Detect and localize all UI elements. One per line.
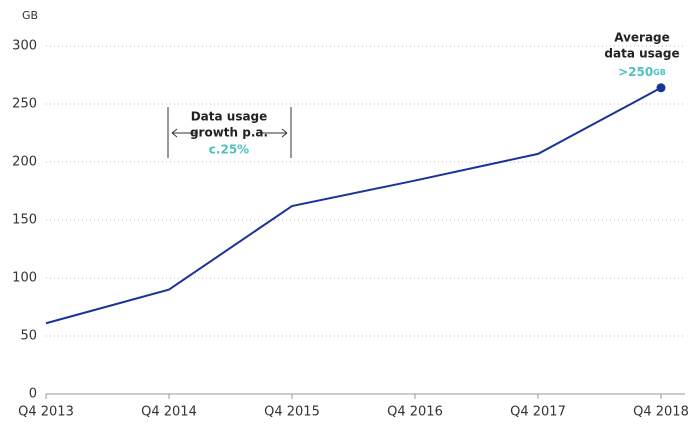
y-tick-label: 100 [12, 271, 37, 286]
unit: GB [653, 68, 666, 77]
annotation-text: data usage [604, 47, 679, 61]
y-tick-label: 200 [12, 155, 37, 170]
y-tick-label: 250 [12, 97, 37, 112]
x-tick-label: Q4 2014 [141, 405, 197, 420]
data-line [45, 86, 662, 325]
x-tick-label: Q4 2017 [510, 405, 566, 420]
y-tick-label: 0 [29, 387, 37, 402]
growth-annotation: Data usage growth p.a. c.25% [167, 107, 292, 158]
value: >250 [618, 65, 653, 79]
x-tick-label: Q4 2013 [18, 405, 74, 420]
annotation-value: >250GB [618, 65, 666, 79]
arrows [171, 128, 288, 138]
x-tick-label: Q4 2018 [633, 405, 689, 420]
annotation-text: Data usage [191, 110, 268, 124]
x-tick-label: Q4 2016 [387, 405, 443, 420]
y-tick-label: 150 [12, 213, 37, 228]
x-tick-label: Q4 2015 [264, 405, 320, 420]
end-marker [656, 83, 666, 93]
annotation-text: Average [614, 31, 670, 45]
y-unit: GB [22, 9, 38, 22]
annotation-value: c.25% [209, 143, 249, 157]
y-tick-label: 50 [20, 329, 37, 344]
y-tick-label: 300 [12, 39, 37, 54]
annotation-text: growth p.a. [190, 126, 268, 140]
average-annotation: Average data usage >250GB [604, 31, 679, 79]
